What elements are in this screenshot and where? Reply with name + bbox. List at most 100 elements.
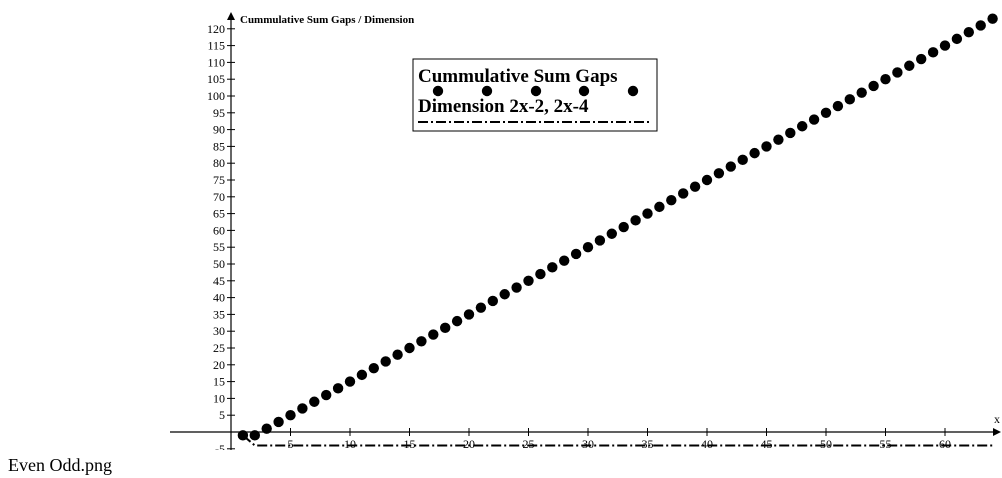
y-tick-label: 20 <box>213 358 225 372</box>
data-point <box>487 295 498 307</box>
y-tick-label: 50 <box>213 257 225 271</box>
cumulative-sum-series <box>237 13 998 441</box>
y-tick-label: 40 <box>213 291 225 305</box>
y-tick-label: -5 <box>215 442 225 450</box>
data-point <box>237 430 249 441</box>
data-point <box>773 134 784 145</box>
y-tick-label: 115 <box>207 39 225 53</box>
data-point <box>832 100 844 112</box>
data-point <box>654 201 665 213</box>
data-point <box>570 248 582 260</box>
x-tick-label: 35 <box>642 437 654 450</box>
data-point <box>535 268 546 280</box>
data-point <box>463 309 475 320</box>
data-point <box>416 336 427 347</box>
x-tick-label: 55 <box>880 437 892 450</box>
data-point <box>261 423 272 434</box>
image-caption: Even Odd.png <box>8 455 112 475</box>
data-point <box>440 322 451 334</box>
data-point <box>451 315 463 327</box>
y-tick-label: 60 <box>213 223 225 237</box>
y-tick-label: 120 <box>207 22 225 36</box>
x-tick-label: 10 <box>344 437 356 450</box>
data-point <box>737 154 748 166</box>
data-point <box>749 147 760 159</box>
axes <box>170 12 1001 450</box>
x-tick-label: 20 <box>463 437 475 450</box>
y-tick-label: 95 <box>213 106 225 120</box>
data-point <box>689 181 701 192</box>
x-tick-label: 60 <box>939 437 951 450</box>
data-point <box>559 255 570 266</box>
y-tick-label: 90 <box>213 123 225 137</box>
legend-dot <box>432 85 444 97</box>
data-point <box>808 114 820 125</box>
data-point <box>273 416 284 428</box>
data-point <box>987 13 998 24</box>
legend-marker-series-1 <box>432 85 639 97</box>
y-tick-label: 80 <box>213 156 225 170</box>
x-tick-label: 5 <box>288 437 294 450</box>
data-point <box>344 376 356 387</box>
data-point <box>392 349 403 360</box>
x-tick-label: 30 <box>582 437 594 450</box>
data-point <box>927 47 939 58</box>
data-point <box>380 356 391 367</box>
legend-label-series-1: Cummulative Sum Gaps <box>418 66 618 87</box>
chart-svg: -5 5 10 15 20 25 30 35 40 45 50 55 60 65 70 75 80 85 90 95 1… <box>170 12 1001 450</box>
ticks: -5 5 10 15 20 25 30 35 40 45 50 55 60 65 70 75 80 85 90 95 1… <box>207 22 951 450</box>
data-point <box>785 127 796 139</box>
y-axis-title: Cummulative Sum Gaps / Dimension <box>240 14 414 26</box>
legend: Cummulative Sum Gaps Dimension 2x-2, 2x-… <box>412 58 658 132</box>
y-tick-label: 100 <box>207 89 225 103</box>
data-point <box>797 121 808 132</box>
data-point <box>249 430 260 441</box>
data-point <box>939 40 951 51</box>
data-point <box>904 60 915 71</box>
data-point <box>892 67 903 78</box>
y-tick-label: 45 <box>213 274 225 288</box>
data-point <box>713 168 725 179</box>
data-point <box>499 289 510 300</box>
legend-dot <box>481 85 493 97</box>
data-point <box>868 80 879 92</box>
data-point <box>511 282 522 293</box>
data-point <box>666 194 677 206</box>
data-point <box>725 161 736 172</box>
data-point <box>332 383 344 394</box>
data-point <box>856 87 867 98</box>
data-point <box>820 107 832 119</box>
data-point <box>701 174 713 186</box>
data-point <box>582 242 594 253</box>
data-point <box>368 362 379 374</box>
x-tick-label: 40 <box>701 437 713 450</box>
y-tick-label: 30 <box>213 324 225 338</box>
data-point <box>321 389 332 401</box>
y-tick-label: 15 <box>213 375 225 389</box>
data-point <box>285 410 296 421</box>
y-tick-label: 85 <box>213 139 225 153</box>
data-point <box>642 208 653 219</box>
y-tick-label: 25 <box>213 341 225 355</box>
y-tick-label: 75 <box>213 173 225 187</box>
x-axis-title: x <box>994 412 1000 426</box>
data-point <box>594 235 606 246</box>
data-point <box>547 262 558 273</box>
data-point <box>356 369 368 381</box>
y-tick-label: 5 <box>219 408 225 422</box>
y-tick-label: 55 <box>213 240 225 254</box>
legend-dot <box>627 85 639 97</box>
data-point <box>309 396 320 407</box>
data-point <box>844 94 855 105</box>
data-point <box>428 329 439 340</box>
data-point <box>761 141 772 152</box>
y-tick-label: 65 <box>213 207 225 221</box>
x-axis-arrow <box>993 428 1001 436</box>
data-point <box>475 302 487 313</box>
x-tick-label: 15 <box>404 437 416 450</box>
legend-dot <box>530 85 542 97</box>
data-point <box>297 403 308 414</box>
data-point <box>963 26 974 38</box>
data-point <box>975 20 986 31</box>
